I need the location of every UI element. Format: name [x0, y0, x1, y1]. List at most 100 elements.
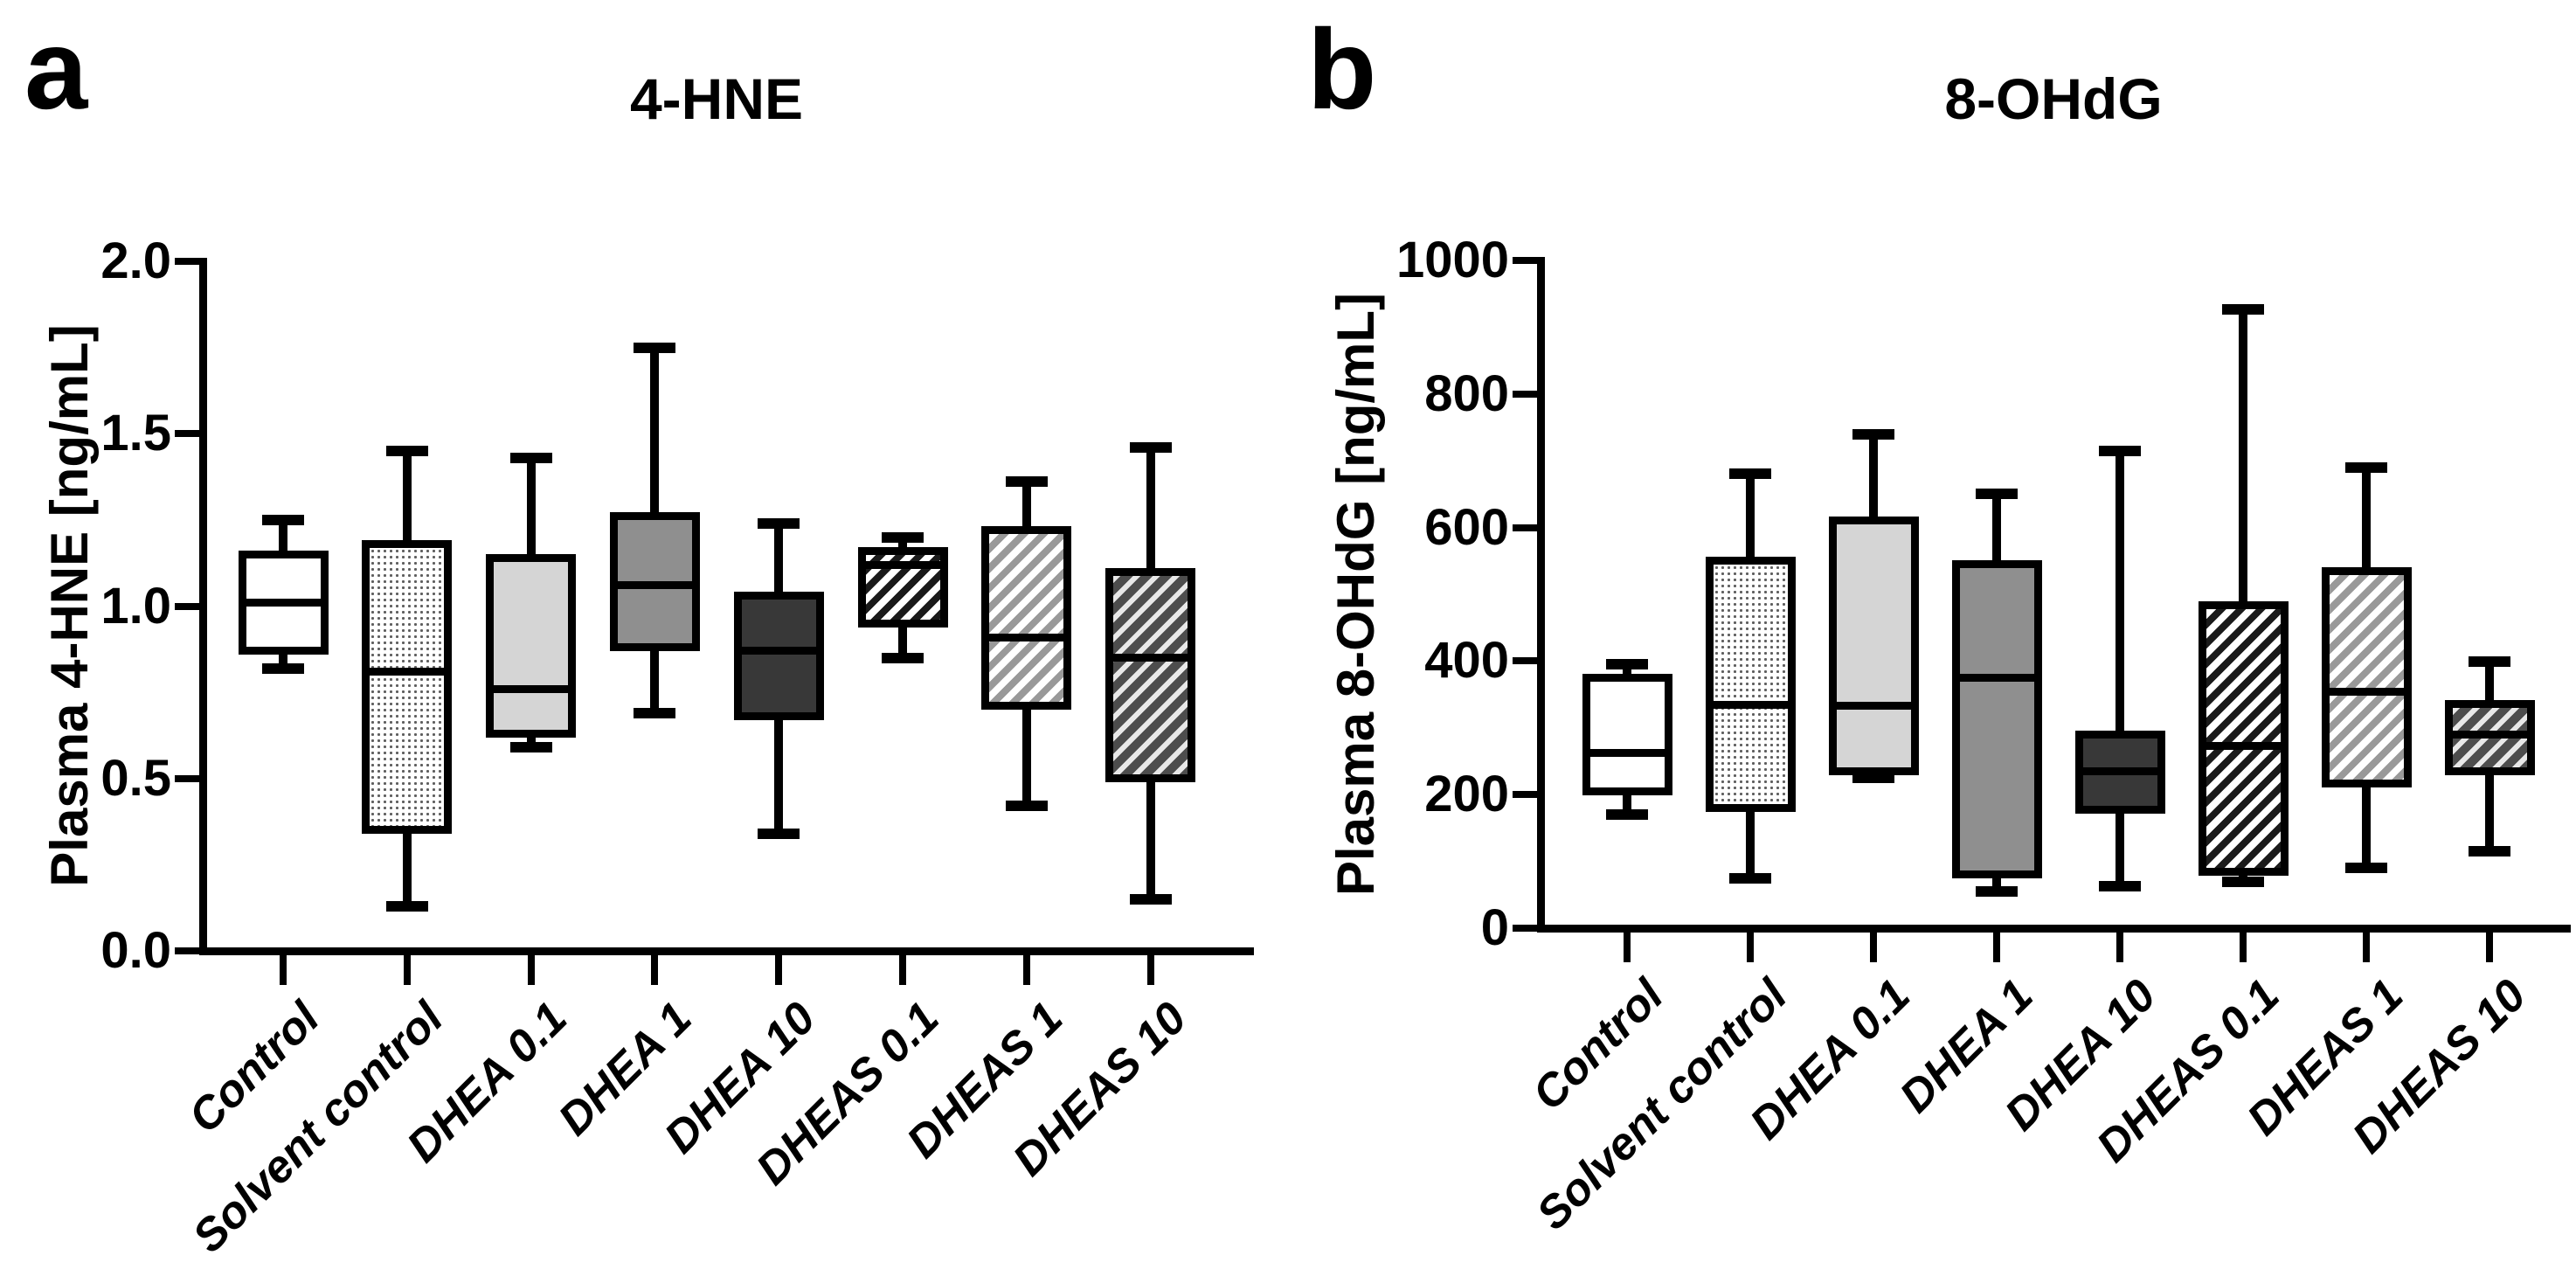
whisker-cap [1729, 468, 1771, 480]
whisker-stem [1623, 787, 1631, 821]
whisker-cap [634, 707, 676, 718]
x-tick-mark [280, 954, 287, 985]
whisker-stem [1992, 870, 2001, 897]
x-tick-mark [403, 954, 411, 985]
x-tick-mark [1022, 954, 1030, 985]
box-plot [981, 526, 1072, 711]
x-tick-mark [2240, 932, 2247, 962]
x-tick-mark [527, 954, 535, 985]
x-tick-mark [1747, 932, 1754, 962]
box-plot [1582, 674, 1672, 795]
median-line [2082, 766, 2157, 775]
median-line [246, 599, 321, 607]
y-tick-label: 0 [1480, 899, 1509, 956]
whisker-cap [2345, 461, 2387, 473]
whisker-stem [526, 457, 536, 563]
x-tick-mark [1624, 932, 1631, 962]
whisker-stem [1992, 494, 2001, 569]
median-line [1713, 700, 1788, 709]
box-plot [1705, 557, 1796, 812]
panel-a-letter: a [24, 5, 88, 133]
whisker-cap [1129, 893, 1172, 905]
whisker-stem [650, 347, 660, 521]
panel-a-title: 4-HNE [629, 66, 804, 131]
whisker-cap [1852, 428, 1894, 440]
whisker-cap [2345, 863, 2387, 874]
x-axis-line [1536, 924, 2571, 933]
y-tick-label: 2.0 [100, 232, 171, 289]
median-line [2329, 688, 2404, 697]
y-tick-mark [175, 430, 203, 438]
whisker-stem [2362, 467, 2371, 576]
whisker-cap [1976, 885, 2018, 897]
y-tick-label: 1000 [1395, 232, 1509, 288]
x-tick-mark [2486, 932, 2493, 962]
whisker-stem [279, 519, 287, 559]
whisker-cap [882, 652, 924, 663]
whisker-cap [882, 531, 924, 543]
box-plot [1105, 567, 1196, 783]
x-tick-mark [1993, 932, 2000, 962]
box-plot [2321, 566, 2412, 787]
y-tick-mark [175, 258, 203, 265]
whisker-stem [1869, 433, 1878, 525]
whisker-stem [1746, 803, 1755, 884]
y-tick-label: 600 [1424, 498, 1509, 556]
y-tick-mark [1513, 657, 1541, 665]
box-plot [1951, 560, 2042, 879]
whisker-cap [1729, 872, 1771, 884]
y-tick-label: 0.5 [100, 749, 171, 807]
whisker-stem [1021, 701, 1031, 812]
median-line [2452, 730, 2527, 739]
whisker-stem [1746, 474, 1755, 565]
whisker-cap [758, 517, 800, 529]
whisker-stem [898, 619, 907, 663]
whisker-stem [2116, 805, 2124, 891]
x-tick-mark [651, 954, 659, 985]
median-line [865, 560, 940, 569]
y-tick-mark [1513, 925, 1541, 932]
y-tick-label: 400 [1424, 632, 1509, 690]
x-tick-mark [2363, 932, 2370, 962]
y-tick-mark [175, 602, 203, 610]
median-line [989, 633, 1064, 642]
whisker-cap [758, 828, 800, 839]
whisker-stem [2362, 779, 2371, 874]
y-tick-mark [1513, 791, 1541, 799]
x-tick-mark [899, 954, 906, 985]
y-tick-label: 1.5 [100, 405, 171, 462]
median-line [1589, 748, 1665, 757]
whisker-cap [1606, 659, 1648, 670]
whisker-cap [1129, 442, 1172, 454]
whisker-stem [526, 729, 536, 753]
whisker-cap [262, 662, 304, 674]
whisker-cap [1976, 489, 2018, 500]
whisker-cap [509, 452, 552, 463]
median-line [1113, 654, 1188, 662]
whisker-cap [1606, 809, 1648, 821]
whisker-cap [2469, 846, 2510, 857]
whisker-stem [2485, 662, 2494, 709]
whisker-cap [2099, 880, 2141, 891]
whisker-cap [1005, 476, 1048, 488]
whisker-stem [1146, 447, 1155, 577]
median-line [741, 647, 816, 655]
whisker-cap [634, 342, 676, 353]
whisker-stem [2239, 309, 2247, 610]
y-tick-label: 0.0 [100, 922, 171, 979]
whisker-stem [650, 642, 660, 718]
whisker-cap [2469, 656, 2510, 668]
whisker-stem [1021, 482, 1031, 535]
whisker-stem [279, 646, 287, 674]
whisker-stem [774, 711, 784, 839]
x-tick-mark [1870, 932, 1877, 962]
box-plot [1828, 517, 1919, 775]
median-line [617, 581, 692, 590]
y-tick-mark [1513, 390, 1541, 398]
y-tick-label: 1.0 [100, 577, 171, 635]
whisker-stem [898, 537, 907, 556]
box-plot [857, 546, 948, 628]
y-axis-line [198, 257, 207, 955]
whisker-cap [1852, 773, 1894, 784]
panel-b-letter: b [1307, 5, 1377, 133]
